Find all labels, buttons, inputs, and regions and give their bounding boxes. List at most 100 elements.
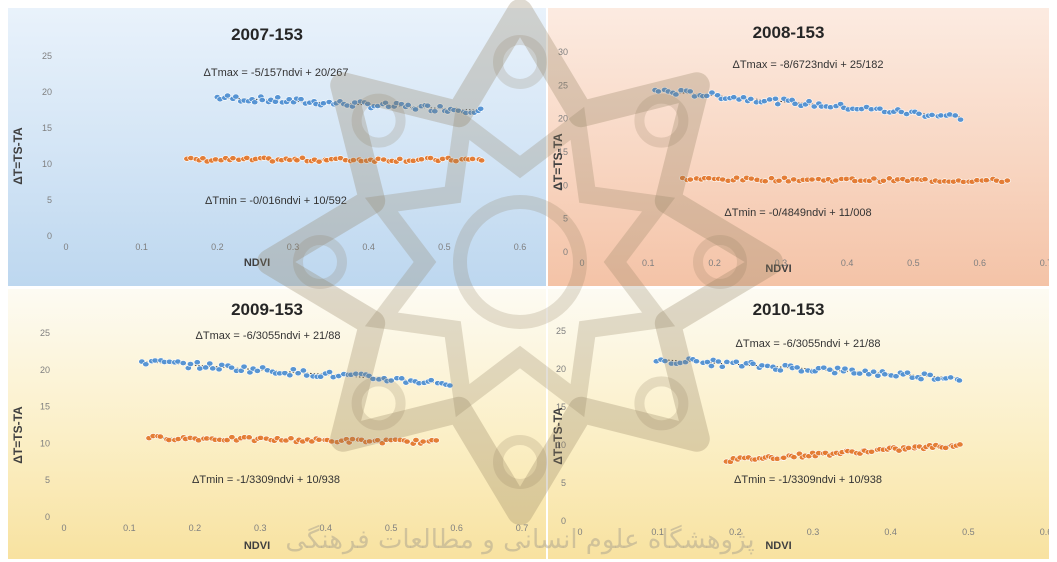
x-tick-label: 0.5 (962, 527, 975, 537)
data-point (714, 358, 722, 365)
y-tick-label: 25 (42, 51, 52, 61)
x-tick-label: 0.1 (642, 258, 655, 268)
data-point (831, 370, 839, 377)
chart-panel-2007: 2007-153 0 5 10 15 20 25 0 0.1 0.2 0.3 0.4 0.5 0.6 NDV… (8, 8, 546, 286)
x-tick-label: 0.7 (1040, 258, 1049, 268)
x-tick-label: 0.4 (884, 527, 897, 537)
data-point (820, 364, 828, 371)
data-point (749, 360, 757, 367)
data-point (228, 434, 236, 441)
data-point (842, 176, 850, 182)
data-point (917, 376, 925, 383)
data-point (775, 177, 783, 184)
x-tick-label: 0.6 (450, 523, 463, 533)
data-point (287, 435, 295, 442)
chart-title: 2010-153 (753, 300, 825, 319)
data-point (790, 454, 798, 461)
data-point (661, 358, 669, 364)
data-point (834, 365, 842, 371)
x-tick-label: 0.6 (973, 258, 986, 268)
data-point (369, 376, 377, 382)
y-tick-label: 10 (40, 438, 50, 448)
data-point (791, 100, 799, 107)
data-point (707, 363, 715, 369)
x-tick-label: 0.4 (362, 242, 375, 252)
data-point (299, 367, 307, 374)
y-tick-label: 15 (558, 147, 568, 157)
data-point (398, 375, 406, 382)
data-point (317, 373, 325, 380)
data-point (297, 96, 305, 103)
data-point (193, 359, 201, 366)
data-point (870, 368, 878, 375)
y-tick-label: 10 (556, 440, 566, 450)
x-tick-label: 0.2 (729, 527, 742, 537)
data-point (294, 370, 302, 377)
data-point (934, 376, 942, 382)
y-tick-label: 20 (42, 87, 52, 97)
x-axis-label: NDVI (765, 540, 791, 552)
data-point (349, 157, 357, 164)
y-tick-label: 10 (42, 159, 52, 169)
data-point (928, 112, 936, 118)
chart-panel-2008: 2008-153 0 5 10 15 20 25 30 0 0.1 0.2 0.3 0.4 0.5 0.6 0… (548, 8, 1049, 286)
data-point (942, 445, 950, 451)
series-tmin (679, 174, 1011, 185)
y-tick-label: 15 (556, 402, 566, 412)
y-tick-label: 15 (40, 402, 50, 412)
equation-tmin: ΔTmin = -1/3309ndvi + 10/938 (192, 474, 340, 486)
equation-tmax: ΔTmax = -8/6723ndvi + 25/182 (732, 59, 883, 71)
data-point (436, 103, 444, 110)
data-point (723, 359, 731, 365)
equation-tmin: ΔTmin = -1/3309ndvi + 10/938 (734, 474, 882, 486)
x-tick-label: 0.1 (123, 523, 136, 533)
data-point (776, 367, 784, 374)
x-tick-label: 0 (61, 523, 66, 533)
data-point (826, 366, 834, 373)
data-point (951, 112, 959, 119)
data-point (186, 361, 194, 367)
y-tick-label: 0 (563, 247, 568, 257)
data-point (876, 105, 884, 112)
x-tick-label: 0 (577, 527, 582, 537)
data-point (692, 358, 700, 365)
data-point (251, 99, 259, 106)
equation-tmax: ΔTmax = -6/3055ndvi + 21/88 (196, 330, 341, 342)
data-point (432, 437, 440, 444)
data-point (703, 92, 711, 99)
data-point (718, 363, 726, 370)
data-point (686, 176, 694, 183)
data-point (319, 100, 327, 107)
data-point (218, 361, 226, 368)
chart-title: 2008-153 (753, 23, 825, 42)
data-point (892, 373, 900, 380)
data-point (257, 434, 265, 441)
data-point (478, 157, 486, 164)
data-point (874, 372, 882, 379)
data-point (926, 371, 934, 378)
y-axis-label: ΔT=TS-TA (11, 406, 25, 464)
x-tick-label: 0.4 (841, 258, 854, 268)
data-point (957, 116, 965, 123)
data-point (771, 95, 779, 102)
data-point (142, 361, 150, 368)
data-point (672, 91, 680, 98)
data-point (224, 92, 232, 99)
y-tick-label: 0 (561, 516, 566, 526)
data-point (365, 438, 373, 445)
equation-tmax: ΔTmax = -6/3055ndvi + 21/88 (736, 338, 881, 350)
data-point (411, 106, 419, 113)
data-point (774, 101, 782, 108)
x-tick-label: 0.1 (651, 527, 664, 537)
data-point (705, 175, 713, 182)
y-axis-label: ΔT=TS-TA (551, 133, 565, 191)
data-point (982, 177, 990, 184)
data-point (228, 364, 236, 371)
y-tick-label: 30 (558, 47, 568, 57)
data-point (326, 369, 334, 375)
data-point (468, 156, 476, 162)
data-point (879, 177, 887, 184)
data-point (156, 433, 164, 440)
data-point (740, 94, 748, 101)
series-tmin (145, 433, 440, 447)
